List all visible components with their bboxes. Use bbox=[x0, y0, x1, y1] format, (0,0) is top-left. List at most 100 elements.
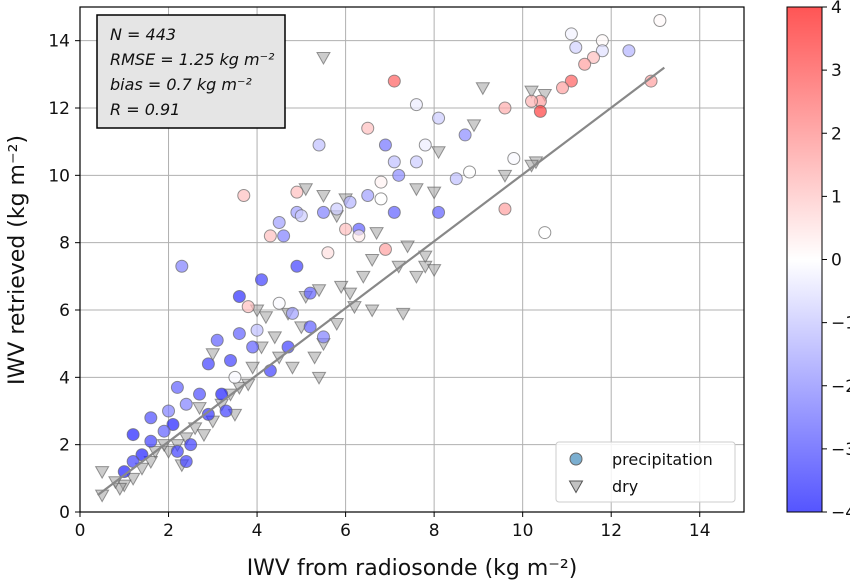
precipitation-point bbox=[246, 340, 260, 354]
dry-point bbox=[409, 270, 424, 284]
colorbar-tick-label: −2 bbox=[831, 377, 850, 397]
precipitation-point bbox=[303, 320, 317, 334]
precipitation-point bbox=[166, 417, 180, 431]
precipitation-point bbox=[290, 259, 304, 273]
precipitation-point bbox=[224, 354, 238, 367]
colorbar-tick-label: −1 bbox=[831, 314, 850, 334]
precipitation-point bbox=[184, 438, 198, 452]
precipitation-point bbox=[361, 121, 375, 135]
precipitation-point bbox=[387, 74, 401, 88]
dry-point bbox=[409, 183, 424, 197]
stat-bias: bias = 0.7 kg m⁻² bbox=[110, 75, 252, 94]
precipitation-point bbox=[157, 424, 171, 438]
precipitation-point bbox=[144, 411, 158, 425]
precipitation-point bbox=[201, 407, 215, 421]
dry-point bbox=[307, 351, 322, 365]
y-tick-label: 0 bbox=[59, 503, 70, 523]
precipitation-point bbox=[339, 222, 353, 236]
dry-point bbox=[329, 317, 345, 331]
precipitation-point bbox=[578, 57, 592, 71]
precipitation-point bbox=[162, 404, 176, 418]
x-tick-label: 2 bbox=[163, 521, 174, 541]
y-tick-label: 6 bbox=[59, 301, 70, 321]
precipitation-point bbox=[285, 306, 299, 320]
x-tick-label: 4 bbox=[252, 521, 263, 541]
precipitation-point bbox=[175, 259, 189, 273]
y-tick-label: 10 bbox=[48, 166, 70, 186]
precipitation-point bbox=[303, 286, 317, 300]
precipitation-point bbox=[179, 455, 193, 468]
precipitation-point bbox=[170, 380, 184, 394]
dry-point bbox=[192, 402, 207, 416]
precipitation-point bbox=[392, 168, 406, 182]
precipitation-point bbox=[409, 155, 423, 169]
precipitation-point bbox=[343, 195, 357, 209]
dry-point bbox=[426, 186, 442, 200]
dry-point bbox=[258, 311, 274, 325]
precipitation-point bbox=[263, 364, 277, 378]
dry-point bbox=[426, 264, 442, 278]
precipitation-point bbox=[653, 13, 667, 27]
colorbar-tick-label: 4 bbox=[831, 0, 842, 18]
precipitation-point bbox=[432, 205, 446, 219]
dry-point bbox=[94, 466, 110, 480]
precipitation-point bbox=[330, 202, 344, 216]
stat-rmse: RMSE = 1.25 kg m⁻² bbox=[110, 50, 275, 69]
legend-marker bbox=[569, 452, 583, 466]
precipitation-point bbox=[556, 81, 570, 95]
precipitation-point bbox=[463, 165, 477, 179]
precipitation-point bbox=[232, 290, 246, 304]
y-tick-label: 8 bbox=[59, 234, 70, 254]
stat-r: R = 0.91 bbox=[110, 100, 180, 119]
x-tick-label: 8 bbox=[429, 521, 440, 541]
precipitation-point bbox=[294, 209, 308, 223]
precipitation-point bbox=[126, 428, 140, 442]
precipitation-point bbox=[321, 246, 335, 260]
colorbar-tick-label: 2 bbox=[831, 124, 842, 144]
precipitation-point bbox=[378, 138, 392, 152]
x-tick-label: 12 bbox=[600, 521, 622, 541]
precipitation-point bbox=[144, 434, 158, 448]
precipitation-point bbox=[232, 327, 246, 341]
plot-frame bbox=[79, 6, 745, 513]
dry-point bbox=[285, 361, 300, 375]
precipitation-point bbox=[374, 192, 388, 206]
dry-point bbox=[245, 361, 260, 375]
precipitation-point bbox=[387, 205, 401, 219]
stats-box bbox=[96, 14, 286, 129]
precipitation-point bbox=[210, 333, 224, 347]
precipitation-point bbox=[179, 397, 193, 411]
precipitation-point bbox=[352, 229, 366, 243]
dry-point bbox=[364, 304, 380, 318]
colorbar-tick-label: −3 bbox=[831, 440, 850, 460]
precipitation-point bbox=[432, 111, 446, 125]
dry-point bbox=[400, 240, 415, 254]
precipitation-point bbox=[387, 155, 401, 169]
precipitation-point bbox=[219, 404, 233, 418]
legend-marker bbox=[568, 480, 584, 494]
x-tick-label: 14 bbox=[689, 521, 711, 541]
dry-point bbox=[125, 472, 141, 486]
precipitation-point bbox=[250, 323, 264, 337]
dry-point bbox=[342, 287, 358, 301]
y-tick-label: 2 bbox=[59, 436, 70, 456]
precipitation-point bbox=[564, 27, 578, 41]
precipitation-point bbox=[316, 205, 330, 219]
precipitation-point bbox=[241, 300, 255, 314]
dry-point bbox=[134, 462, 150, 476]
precipitation-point bbox=[498, 202, 512, 216]
precipitation-point bbox=[361, 189, 375, 203]
precipitation-point bbox=[378, 242, 392, 256]
colorbar-tick-label: 3 bbox=[831, 61, 842, 81]
colorbar bbox=[786, 6, 823, 513]
precipitation-point bbox=[254, 273, 268, 287]
dry-point bbox=[497, 169, 513, 183]
precipitation-point bbox=[449, 172, 463, 186]
dry-point bbox=[311, 371, 327, 385]
dry-point bbox=[395, 307, 411, 321]
y-axis-title: IWV retrieved (kg m⁻²) bbox=[5, 135, 30, 385]
precipitation-point bbox=[272, 215, 286, 229]
precipitation-point bbox=[201, 357, 215, 371]
